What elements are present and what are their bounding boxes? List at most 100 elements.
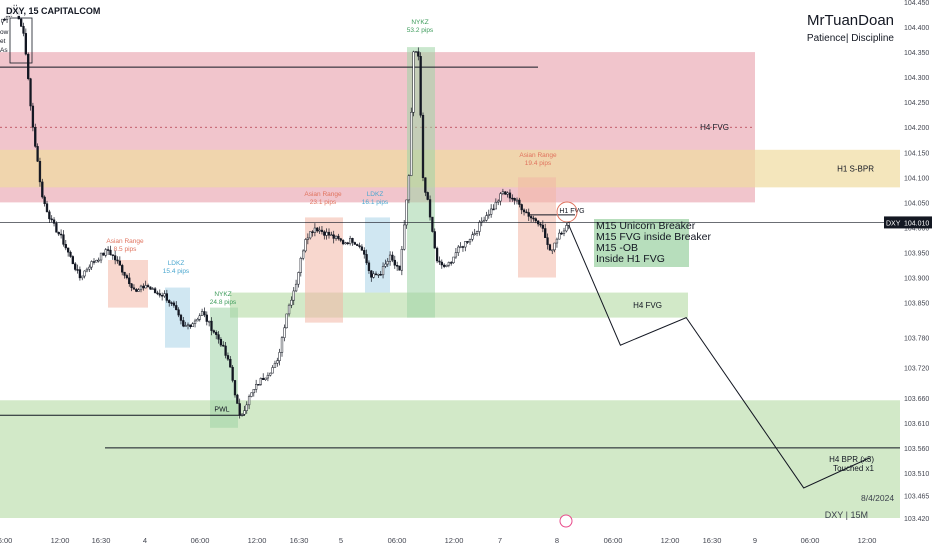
candle-body [278, 352, 281, 361]
price-tick: 104.100 [904, 175, 929, 182]
candle-body [529, 216, 533, 219]
candle-body [527, 212, 530, 217]
candle-body [55, 223, 58, 233]
candle-body [57, 231, 60, 235]
candle-body [558, 232, 561, 240]
price-tick: 103.610 [904, 421, 929, 428]
candle-body [403, 224, 406, 250]
candle-body [388, 254, 392, 262]
candle-body [168, 300, 171, 303]
candle-body [156, 292, 159, 295]
candle-body [97, 259, 100, 262]
projection-path [568, 224, 870, 489]
candle-body [1, 18, 4, 23]
candle-body [264, 377, 267, 380]
price-tick: 103.950 [904, 250, 929, 257]
candle-body [71, 256, 74, 265]
candle-body [480, 220, 483, 223]
candle-body [226, 355, 230, 360]
candle-body [363, 250, 366, 255]
candle-body [506, 192, 509, 195]
price-tick: 104.000 [904, 225, 929, 232]
lightning-icon [559, 514, 573, 528]
candle-body [118, 260, 121, 266]
brand-tagline: Patience| Discipline [806, 33, 894, 44]
candle-body [520, 204, 523, 211]
brand-name: MrTuanDoan [807, 12, 894, 29]
candles-layer [1, 4, 570, 419]
candle-body [318, 229, 321, 232]
candle-body [43, 196, 46, 204]
candle-body [407, 175, 411, 201]
candle-body [198, 315, 201, 320]
candle-body [29, 78, 32, 107]
candle-body [172, 302, 176, 306]
candle-body [193, 320, 197, 324]
candle-body [553, 242, 556, 251]
candle-body [412, 51, 415, 113]
time-tick: 4 [143, 536, 147, 545]
candle-body [365, 254, 368, 264]
candle-body [85, 268, 89, 272]
candle-body [544, 228, 547, 238]
candle-body [139, 285, 143, 291]
projection-layer [556, 201, 870, 489]
candle-body [440, 261, 443, 266]
session-box [165, 287, 190, 348]
candle-body [386, 261, 389, 265]
price-tick: 103.420 [904, 516, 929, 523]
candle-body [151, 288, 154, 290]
candle-body [344, 242, 347, 245]
candle-body [292, 290, 295, 301]
candle-body [499, 193, 502, 202]
session-box [108, 260, 148, 308]
time-tick: 06:00 [191, 536, 210, 545]
candle-body [341, 240, 345, 245]
annotation-box [594, 219, 689, 267]
session-pips: 23.1 pips [310, 199, 337, 206]
candle-body [137, 289, 140, 292]
candle-body [313, 227, 317, 233]
session-pips: 19.4 pips [525, 160, 552, 167]
candle-body [217, 334, 220, 340]
time-tick: 7 [498, 536, 502, 545]
candle-body [417, 51, 420, 57]
candle-body [302, 250, 305, 259]
price-tick: 103.510 [904, 471, 929, 478]
candle-body [102, 252, 105, 256]
left-note: et [0, 38, 6, 45]
candle-body [142, 285, 145, 289]
candle-body [116, 259, 119, 262]
zone-label: H1 S-BPR [837, 165, 874, 174]
candle-body [332, 234, 335, 239]
candle-body [374, 273, 378, 276]
candle-body [280, 337, 284, 353]
candle-body [81, 275, 84, 279]
session-label: Asian Range [106, 238, 144, 245]
candle-body [196, 319, 199, 322]
candle-body [454, 252, 458, 258]
candle-body [175, 305, 178, 311]
candle-body [3, 18, 6, 21]
candle-body [144, 285, 147, 289]
candle-body [551, 249, 554, 252]
brand-block: MrTuanDoan Patience| Discipline [807, 12, 894, 44]
candle-body [45, 203, 49, 213]
price-tick: 104.250 [904, 100, 929, 107]
candle-body [121, 265, 124, 273]
candle-body [541, 224, 545, 229]
candle-body [459, 246, 462, 248]
price-tick: 104.200 [904, 125, 929, 132]
candle-body [266, 374, 270, 379]
candle-body [306, 237, 310, 240]
annotation-line: Inside H1 FVG [596, 253, 665, 265]
zone-label: H4 FVG [633, 301, 662, 310]
session-label: Asian Range [519, 152, 557, 159]
time-tick: 5 [339, 536, 343, 545]
candle-body [276, 360, 279, 364]
candle-body [294, 283, 298, 292]
candle-body [210, 320, 213, 331]
candle-body [447, 262, 451, 266]
